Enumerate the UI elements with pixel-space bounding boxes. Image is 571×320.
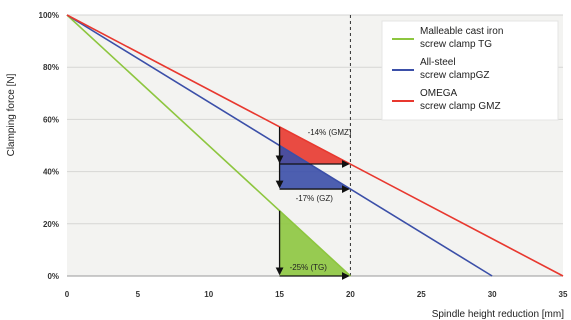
y-tick-label: 80%	[43, 63, 59, 72]
x-axis-label: Spindle height reduction [mm]	[432, 309, 565, 320]
x-tick-label: 5	[136, 290, 141, 299]
reduction-annotation: -14% (GMZ)	[308, 128, 352, 137]
y-tick-label: 100%	[39, 11, 59, 20]
x-tick-label: 10	[204, 290, 213, 299]
series-line	[66, 14, 351, 277]
reduction-annotation: -25% (TG)	[290, 263, 328, 272]
reduction-annotation: -17% (GZ)	[296, 194, 334, 203]
y-tick-label: 60%	[43, 115, 59, 124]
series-line	[66, 14, 564, 277]
y-axis-label: Clamping force [N]	[6, 73, 17, 156]
legend-label: All-steel	[420, 57, 456, 68]
y-tick-label: 40%	[43, 168, 59, 177]
x-tick-label: 30	[488, 290, 497, 299]
legend-label: screw clampGZ	[420, 70, 489, 81]
legend-label: screw clamp GMZ	[420, 101, 501, 112]
x-tick-label: 20	[346, 290, 355, 299]
legend-label: Malleable cast iron	[420, 26, 503, 37]
x-tick-label: 0	[65, 290, 70, 299]
x-tick-label: 25	[417, 290, 426, 299]
y-tick-label: 20%	[43, 220, 59, 229]
legend-label: screw clamp TG	[420, 39, 492, 50]
x-tick-label: 35	[559, 290, 568, 299]
legend-label: OMEGA	[420, 88, 458, 99]
y-tick-label: 0%	[47, 272, 59, 281]
x-tick-label: 15	[275, 290, 284, 299]
